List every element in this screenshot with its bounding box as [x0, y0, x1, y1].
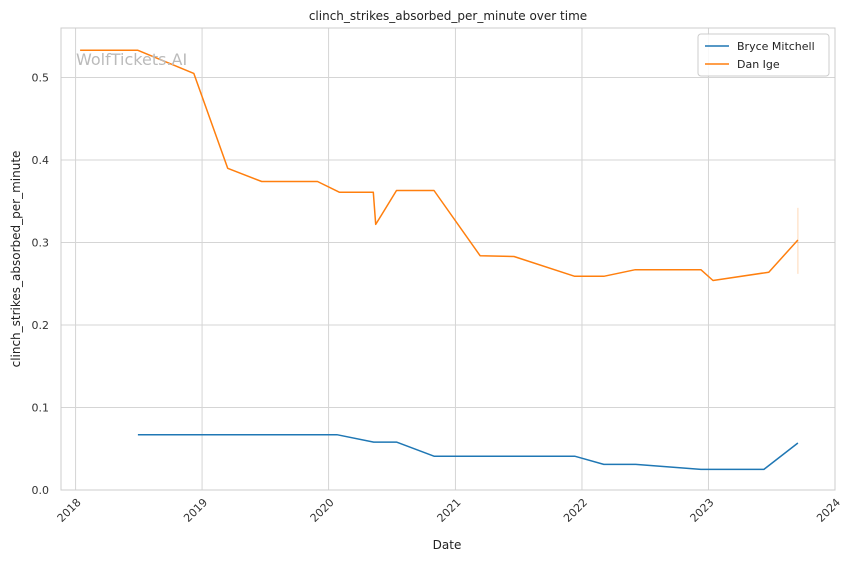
chart-title: clinch_strikes_absorbed_per_minute over …	[309, 9, 587, 23]
x-axis-label: Date	[433, 538, 462, 552]
legend: Bryce Mitchell Dan Ige	[697, 33, 830, 77]
y-tick-label: 0.2	[32, 319, 50, 332]
y-axis-label: clinch_strikes_absorbed_per_minute	[9, 151, 23, 368]
legend-label-dan-ige: Dan Ige	[737, 58, 780, 71]
legend-label-bryce-mitchell: Bryce Mitchell	[737, 40, 815, 53]
y-tick-label: 0.3	[32, 237, 50, 250]
y-tick-label: 0.1	[32, 402, 50, 415]
y-tick-label: 0.4	[32, 154, 50, 167]
plot-frame	[60, 27, 836, 491]
series-line-bryce-mitchell	[137, 433, 799, 471]
watermark: WolfTickets.AI	[76, 50, 187, 69]
y-tick-label: 0.5	[32, 72, 50, 85]
series-layer	[80, 49, 799, 471]
plot-area	[61, 28, 835, 490]
y-axis: 0.0 0.1 0.2 0.3 0.4 0.5	[32, 72, 50, 498]
legend-box	[697, 33, 830, 77]
y-tick-label: 0.0	[32, 484, 50, 497]
series-line-dan-ige	[80, 49, 799, 282]
